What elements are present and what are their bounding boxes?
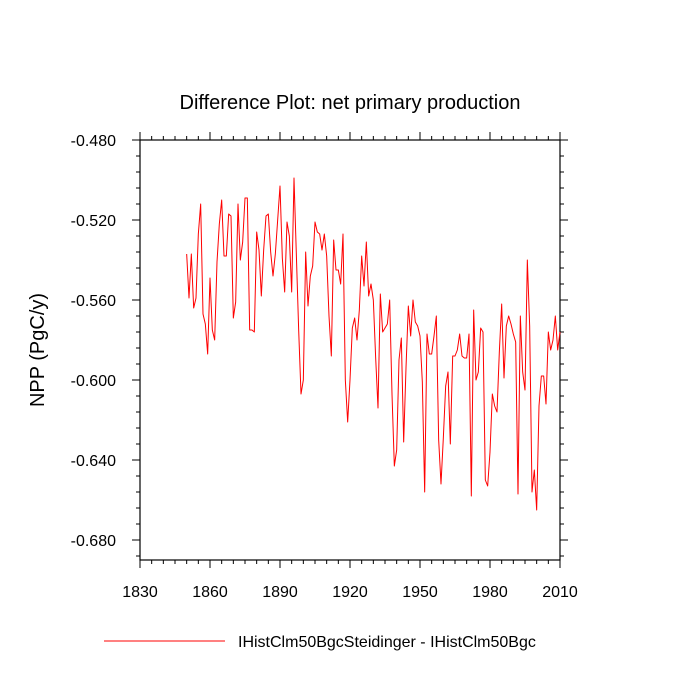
y-tick-labels: -0.480 -0.520 -0.560 -0.600 -0.640 -0.680: [71, 133, 116, 550]
x-tick-label: 2010: [542, 584, 578, 601]
x-tick-label: 1920: [332, 584, 368, 601]
x-tick-label: 1890: [262, 584, 298, 601]
x-tick-label: 1980: [472, 584, 508, 601]
y-tick-label: -0.680: [71, 533, 116, 550]
axis-ticks: [132, 132, 568, 568]
y-tick-label: -0.560: [71, 293, 116, 310]
y-tick-label: -0.520: [71, 213, 116, 230]
y-tick-label: -0.480: [71, 133, 116, 150]
x-tick-label: 1860: [192, 584, 228, 601]
legend: IHistClm50BgcSteidinger - IHistClm50Bgc: [104, 634, 536, 651]
series-line-0: [186, 177, 561, 511]
series-lines: [186, 177, 561, 511]
y-tick-label: -0.600: [71, 373, 116, 390]
plot-frame: [139, 139, 561, 561]
x-tick-labels: 1830 1860 1890 1920 1950 1980 2010: [122, 584, 578, 601]
x-tick-label: 1830: [122, 584, 158, 601]
legend-label: IHistClm50BgcSteidinger - IHistClm50Bgc: [238, 634, 536, 651]
x-tick-label: 1950: [402, 584, 438, 601]
chart-title: Difference Plot: net primary production: [180, 92, 521, 114]
y-axis-label: NPP (PgC/y): [27, 293, 49, 407]
y-tick-label: -0.640: [71, 453, 116, 470]
